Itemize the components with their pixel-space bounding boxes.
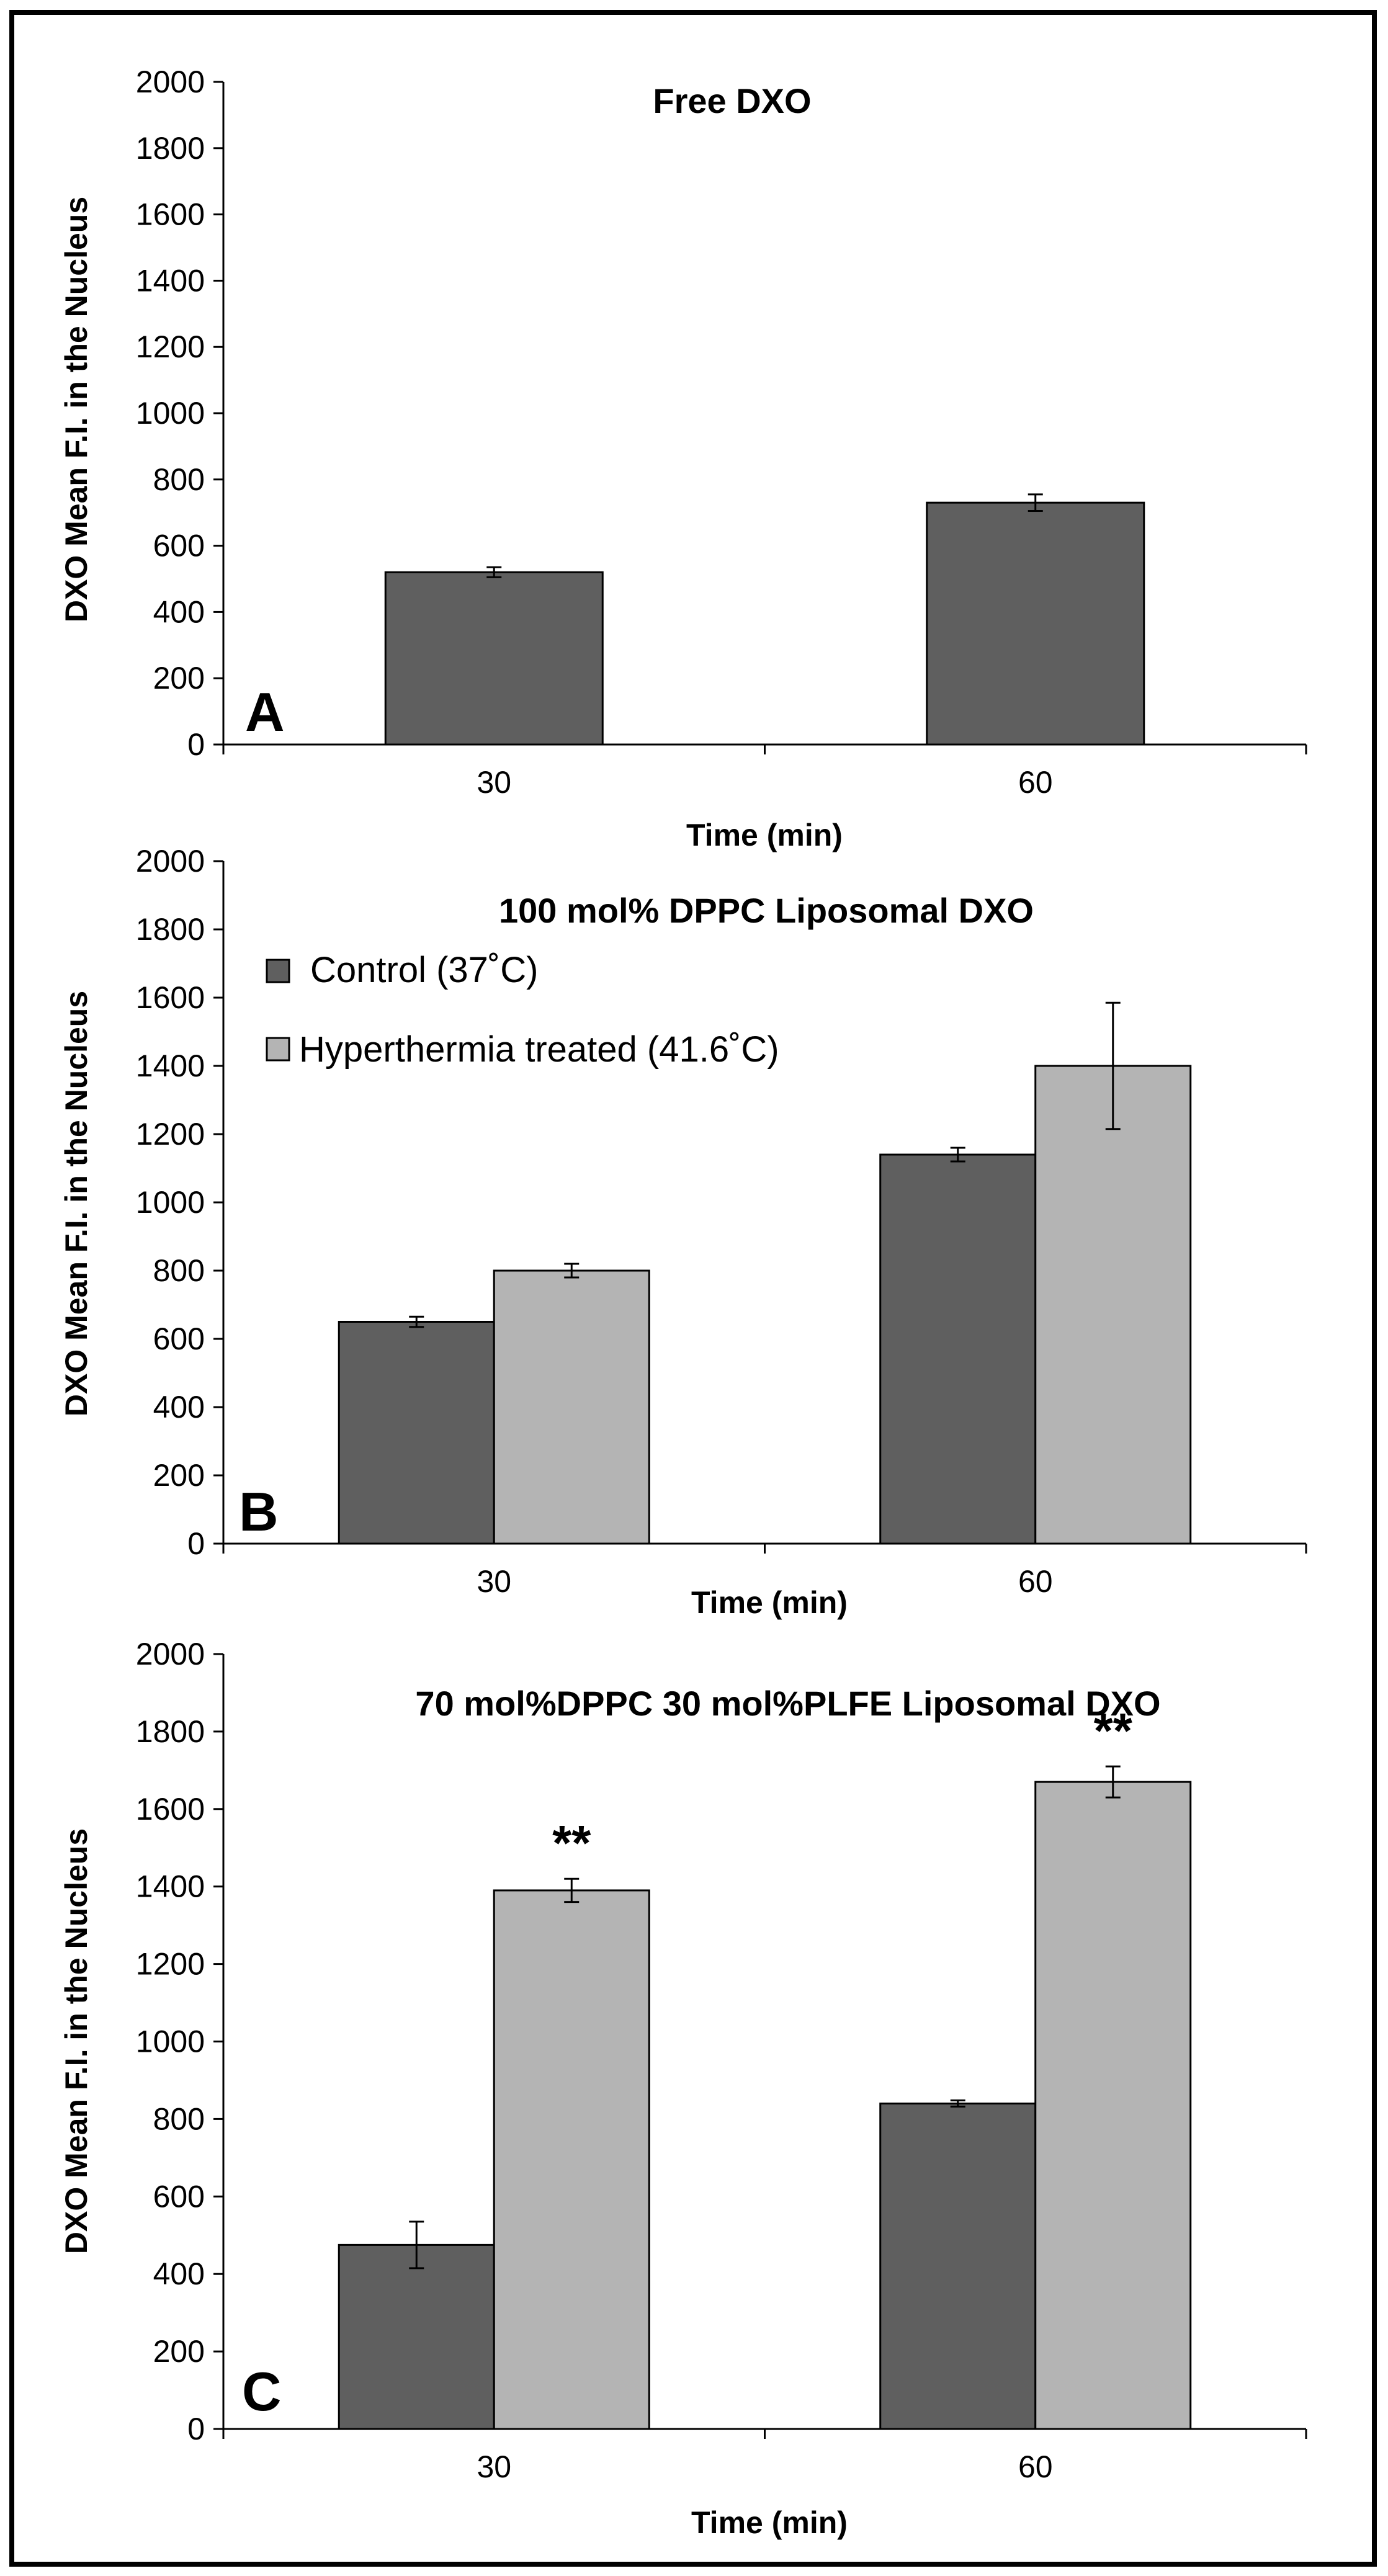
panel-c-y-tick-label: 400	[153, 2256, 205, 2291]
panel-a-bar	[384, 571, 604, 746]
panel-a-x-tick-label: 60	[1018, 765, 1053, 800]
panel-c-chart: 70 mol%DPPC 30 mol%PLFE Liposomal DXO C …	[59, 1637, 1307, 2540]
panel-a-title: Free DXO	[653, 81, 811, 120]
panel-b-y-tick-label: 800	[153, 1253, 205, 1288]
panel-c-significance-mark: **	[552, 1815, 591, 1871]
panel-c-y-tick-label: 600	[153, 2179, 205, 2214]
panel-a-y-tick-label: 0	[187, 727, 205, 762]
panel-b-y-tick-label: 200	[153, 1458, 205, 1493]
panel-a-y-tick-label: 1600	[136, 197, 205, 232]
panel-b-y-tick-label: 400	[153, 1390, 205, 1424]
panel-c-y-axis-title: DXO Mean F.I. in the Nucleus	[59, 1828, 94, 2254]
panel-a-y-tick-label: 2000	[136, 65, 205, 99]
panel-c-y-tick-label: 1400	[136, 1869, 205, 1904]
panel-b-y-tick-label: 1200	[136, 1117, 205, 1152]
panel-b-y-tick-label: 1800	[136, 912, 205, 947]
panel-b-x-tick-label: 30	[477, 1564, 511, 1599]
panel-b-y-tick-label: 1600	[136, 980, 205, 1015]
panel-a-y-tick-label: 800	[153, 462, 205, 497]
panel-b-bar	[1034, 1065, 1192, 1545]
panel-c-bar	[493, 1889, 650, 2430]
panel-b-x-tick-label: 60	[1018, 1564, 1053, 1599]
panel-c-y-tick-label: 1000	[136, 2024, 205, 2059]
panel-c-y-tick-label: 1200	[136, 1947, 205, 1982]
panel-b-letter: B	[239, 1481, 279, 1542]
panel-c-y-tick-label: 0	[187, 2412, 205, 2446]
panel-b-bar	[493, 1269, 650, 1545]
panel-c-x-tick-label: 60	[1018, 2449, 1053, 2484]
panel-a-letter: A	[245, 681, 285, 743]
panel-b-legend: Control (37˚C) Hyperthermia treated (41.…	[266, 950, 779, 1070]
panel-a-x-tick-label: 30	[477, 765, 511, 800]
panel-c-bar	[879, 2102, 1037, 2430]
panel-b-y-tick-label: 1000	[136, 1185, 205, 1220]
panel-b-y-tick-label: 1400	[136, 1049, 205, 1083]
panel-c-letter: C	[242, 2361, 282, 2422]
legend-swatch-control	[266, 959, 290, 983]
panel-a-y-tick-label: 600	[153, 529, 205, 563]
panel-c-y-tick-label: 2000	[136, 1637, 205, 1671]
panel-c-x-tick-label: 30	[477, 2449, 511, 2484]
legend-label-control: Control (37˚C)	[310, 950, 538, 990]
panel-c-y-tick-label: 800	[153, 2101, 205, 2136]
panel-b-bar	[879, 1153, 1037, 1545]
panel-c-y-tick-label: 1600	[136, 1792, 205, 1827]
panel-a-y-tick-label: 1800	[136, 131, 205, 166]
panel-a-y-tick-label: 1000	[136, 396, 205, 431]
panel-b-bar	[338, 1321, 495, 1545]
panel-b-y-axis-title: DXO Mean F.I. in the Nucleus	[59, 991, 94, 1416]
panel-b-x-axis-title: Time (min)	[691, 1585, 848, 1620]
panel-a-y-tick-label: 1400	[136, 263, 205, 298]
panel-c-significance-mark: **	[1094, 1703, 1133, 1758]
legend-swatch-hyperthermia	[266, 1037, 290, 1062]
panel-c-bar	[1034, 1781, 1192, 2430]
panel-a-y-tick-label: 400	[153, 594, 205, 629]
panel-a-y-tick-label: 200	[153, 661, 205, 695]
panel-c-title: 70 mol%DPPC 30 mol%PLFE Liposomal DXO	[415, 1684, 1160, 1723]
panel-b-y-tick-label: 0	[187, 1526, 205, 1561]
panel-b-title: 100 mol% DPPC Liposomal DXO	[499, 891, 1034, 930]
panel-b-y-tick-label: 600	[153, 1322, 205, 1356]
panel-a-y-tick-label: 1200	[136, 329, 205, 364]
panel-a-y-axis-title: DXO Mean F.I. in the Nucleus	[59, 197, 94, 622]
panel-b-y-tick-label: 2000	[136, 844, 205, 879]
panel-a-x-axis-title: Time (min)	[686, 818, 843, 852]
panel-a-chart: Free DXO A Time (min) DXO Mean F.I. in t…	[59, 65, 1307, 852]
panel-c-bar	[338, 2243, 495, 2430]
panel-a-bar	[926, 501, 1145, 746]
panel-b-chart: 100 mol% DPPC Liposomal DXO B Time (min)…	[59, 844, 1307, 1620]
panel-c-y-tick-label: 200	[153, 2334, 205, 2369]
legend-label-hyperthermia: Hyperthermia treated (41.6˚C)	[299, 1029, 779, 1070]
panel-c-y-tick-label: 1800	[136, 1714, 205, 1749]
panel-c-x-axis-title: Time (min)	[691, 2505, 848, 2540]
